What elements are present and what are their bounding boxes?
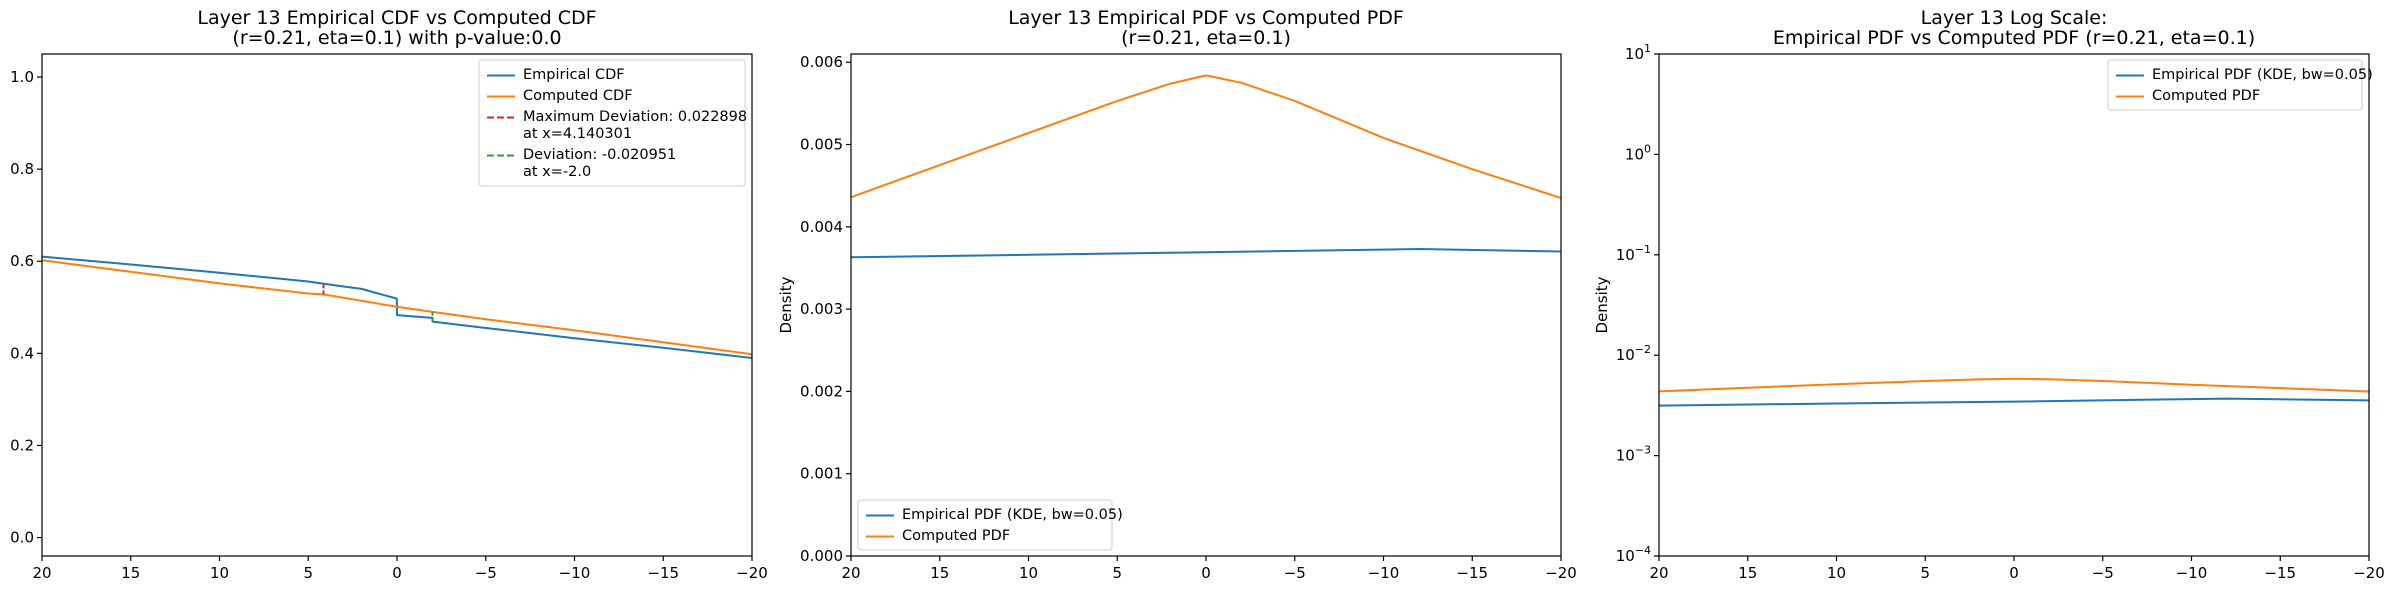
chart-title-line-1: Layer 13 Log Scale: — [1921, 7, 2108, 29]
y-tick-label: 0.001 — [800, 465, 843, 483]
chart-title-line-2: Empirical PDF vs Computed PDF (r=0.21, e… — [1773, 27, 2255, 49]
x-tick-label: −20 — [736, 564, 768, 582]
x-tick-label: 15 — [121, 564, 140, 582]
y-tick-label: 10−3 — [1616, 444, 1651, 465]
legend-label: Computed PDF — [902, 528, 1010, 544]
x-tick-label: 10 — [1019, 564, 1038, 582]
chart-title-line-1: Layer 13 Empirical CDF vs Computed CDF — [197, 7, 596, 29]
legend-label: at x=-2.0 — [523, 164, 591, 180]
y-tick-label: 0.0 — [10, 529, 34, 547]
legend-box — [2107, 59, 2363, 111]
y-tick-exponent: −3 — [1635, 444, 1651, 457]
y-tick-base: 10 — [1625, 45, 1644, 63]
axes-frame — [850, 53, 1562, 557]
x-tick-label: −15 — [2264, 564, 2296, 582]
y-tick-label: 101 — [1625, 42, 1651, 63]
x-tick-label: 10 — [1827, 564, 1846, 582]
y-tick-label: 10−4 — [1616, 544, 1651, 565]
y-tick-label: 0.4 — [10, 344, 34, 362]
x-tick-label: −20 — [1545, 564, 1577, 582]
x-tick-label: −15 — [1456, 564, 1488, 582]
y-tick-label: 0.000 — [800, 547, 843, 565]
x-tick-label: 0 — [2009, 564, 2019, 582]
chart-panel-1: Layer 13 Empirical CDF vs Computed CDF(r… — [10, 7, 768, 582]
legend-label: Empirical PDF (KDE, bw=0.05) — [902, 507, 1123, 523]
y-tick-label: 0.006 — [800, 53, 843, 71]
x-tick-label: 5 — [1920, 564, 1930, 582]
x-tick-label: 10 — [210, 564, 229, 582]
x-tick-label: 5 — [1112, 564, 1122, 582]
y-tick-base: 10 — [1616, 246, 1635, 264]
x-tick-label: −10 — [1368, 564, 1400, 582]
y-tick-label: 0.005 — [800, 136, 843, 154]
y-tick-label: 1.0 — [10, 68, 34, 86]
legend-label: Empirical CDF — [523, 67, 625, 83]
y-tick-exponent: 1 — [1644, 42, 1651, 55]
y-tick-label: 0.2 — [10, 436, 34, 454]
y-tick-label: 0.8 — [10, 160, 34, 178]
x-tick-label: 0 — [1201, 564, 1211, 582]
legend: Empirical CDF Computed CDF Maximum Deviati… — [478, 59, 747, 187]
y-tick-exponent: −2 — [1635, 343, 1651, 356]
y-tick-label: 100 — [1625, 142, 1651, 163]
legend-label: at x=4.140301 — [523, 126, 632, 142]
x-tick-label: 5 — [303, 564, 313, 582]
series-line-1 — [1659, 397, 2369, 407]
legend-label: Maximum Deviation: 0.022898 — [523, 109, 747, 125]
legend-label: Deviation: -0.020951 — [523, 147, 676, 163]
series-line-2 — [851, 74, 1561, 199]
chart-title-line-1: Layer 13 Empirical PDF vs Computed PDF — [1008, 7, 1404, 29]
y-tick-base: 10 — [1616, 346, 1635, 364]
x-tick-label: −20 — [2353, 564, 2385, 582]
plot-area — [851, 74, 1561, 259]
x-tick-label: 15 — [930, 564, 949, 582]
x-tick-label: −10 — [2176, 564, 2208, 582]
y-tick-label: 0.6 — [10, 252, 34, 270]
legend-box — [478, 59, 746, 187]
y-tick-exponent: −1 — [1635, 243, 1651, 256]
series-line-1 — [851, 248, 1561, 259]
chart-title-line-2: (r=0.21, eta=0.1) — [1121, 27, 1291, 49]
legend-box — [857, 499, 1113, 551]
x-tick-label: 20 — [32, 564, 51, 582]
x-tick-label: 0 — [392, 564, 402, 582]
plot-area — [42, 255, 752, 359]
y-tick-exponent: −4 — [1635, 544, 1651, 557]
x-tick-label: −5 — [2092, 564, 2114, 582]
y-tick-label: 10−1 — [1616, 243, 1651, 264]
legend-label: Computed PDF — [2152, 88, 2260, 104]
y-tick-label: 10−2 — [1616, 343, 1651, 364]
y-axis-label: Density — [1593, 276, 1611, 333]
x-tick-label: 20 — [1649, 564, 1668, 582]
chart-panel-3: Layer 13 Log Scale:Empirical PDF vs Comp… — [1593, 7, 2385, 582]
legend: Empirical PDF (KDE, bw=0.05) Computed PDF — [2107, 59, 2373, 111]
series-line-2 — [1659, 377, 2369, 393]
y-axis-label: Density — [777, 276, 795, 333]
legend-label: Computed CDF — [523, 88, 633, 104]
y-tick-label: 0.002 — [800, 382, 843, 400]
series-line-2 — [42, 259, 752, 356]
x-tick-label: −15 — [647, 564, 679, 582]
x-tick-label: 20 — [841, 564, 860, 582]
plot-area — [1659, 377, 2369, 407]
y-tick-label: 0.004 — [800, 218, 843, 236]
y-tick-base: 10 — [1616, 547, 1635, 565]
chart-panel-2: Layer 13 Empirical PDF vs Computed PDF(r… — [777, 7, 1577, 582]
chart-title-line-2: (r=0.21, eta=0.1) with p-value:0.0 — [232, 27, 561, 49]
x-tick-label: −5 — [475, 564, 497, 582]
y-tick-exponent: 0 — [1644, 142, 1651, 155]
legend: Empirical PDF (KDE, bw=0.05) Computed PDF — [857, 499, 1123, 551]
x-tick-label: 15 — [1738, 564, 1757, 582]
x-tick-label: −5 — [1284, 564, 1306, 582]
y-tick-base: 10 — [1616, 447, 1635, 465]
y-tick-base: 10 — [1625, 145, 1644, 163]
legend-label: Empirical PDF (KDE, bw=0.05) — [2152, 67, 2373, 83]
x-tick-label: −10 — [559, 564, 591, 582]
y-tick-label: 0.003 — [800, 300, 843, 318]
axes-frame — [1658, 53, 2370, 557]
